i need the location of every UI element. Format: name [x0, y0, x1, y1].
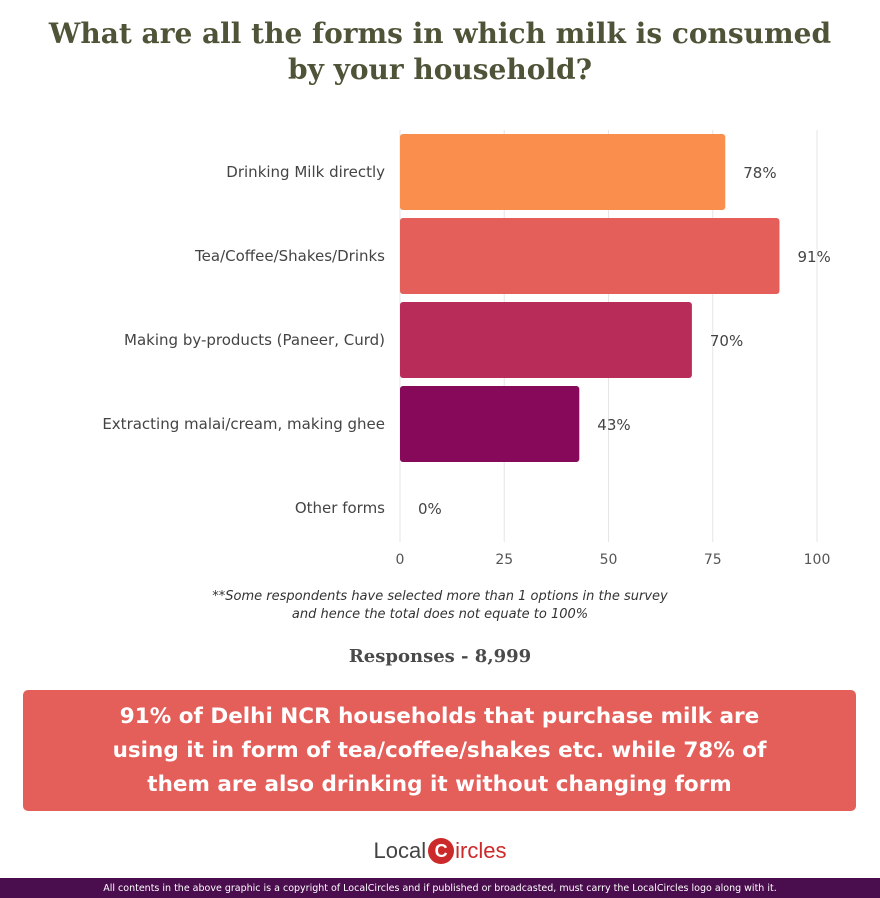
- x-tick-label-3: 75: [704, 552, 722, 568]
- category-label-1: Tea/Coffee/Shakes/Drinks: [194, 247, 385, 265]
- category-label-3: Extracting malai/cream, making ghee: [102, 415, 385, 433]
- chart-title-line-2: by your household?: [287, 53, 593, 86]
- x-tick-label-1: 25: [495, 552, 513, 568]
- category-label-0: Drinking Milk directly: [226, 163, 385, 181]
- value-label-0: 78%: [743, 164, 776, 182]
- x-tick-label-4: 100: [804, 552, 831, 568]
- value-label-1: 91%: [797, 248, 830, 266]
- survey-note-line-2: and hence the total does not equate to 1…: [291, 607, 589, 622]
- survey-note-line-1: **Some respondents have selected more th…: [212, 589, 668, 604]
- survey-note: **Some respondents have selected more th…: [0, 588, 880, 624]
- key-finding-line-1: 91% of Delhi NCR households that purchas…: [119, 703, 760, 729]
- location-pin-icon: C: [428, 838, 455, 864]
- value-label-3: 43%: [597, 416, 630, 434]
- x-tick-label-0: 0: [396, 552, 405, 568]
- localcircles-logo: Local C ircles: [0, 834, 880, 868]
- key-finding-line-2: using it in form of tea/coffee/shakes et…: [112, 737, 767, 763]
- value-label-2: 70%: [710, 332, 743, 350]
- logo-text-local: Local: [373, 838, 427, 863]
- chart-title-line-1: What are all the forms in which milk is …: [48, 17, 832, 50]
- responses-count: Responses - 8,999: [348, 646, 532, 667]
- bar-0: [400, 134, 726, 210]
- value-label-4: 0%: [418, 500, 442, 518]
- key-finding-line-3: them are also drinking it without changi…: [147, 771, 732, 797]
- bar-1: [400, 218, 780, 294]
- key-finding-banner: 91% of Delhi NCR households that purchas…: [23, 690, 856, 811]
- category-label-4: Other forms: [295, 499, 385, 517]
- category-label-2: Making by-products (Paneer, Curd): [124, 331, 385, 349]
- bar-3: [400, 386, 580, 462]
- bar-2: [400, 302, 692, 378]
- copyright-footer: All contents in the above graphic is a c…: [0, 878, 880, 898]
- x-tick-label-2: 50: [600, 552, 618, 568]
- logo-text-ircles: ircles: [455, 838, 507, 863]
- bar-chart: 0 25 50 75 100 Drinking Milk directly 78% Tea/C…: [102, 130, 831, 568]
- chart-title: What are all the forms in which milk is …: [0, 16, 880, 88]
